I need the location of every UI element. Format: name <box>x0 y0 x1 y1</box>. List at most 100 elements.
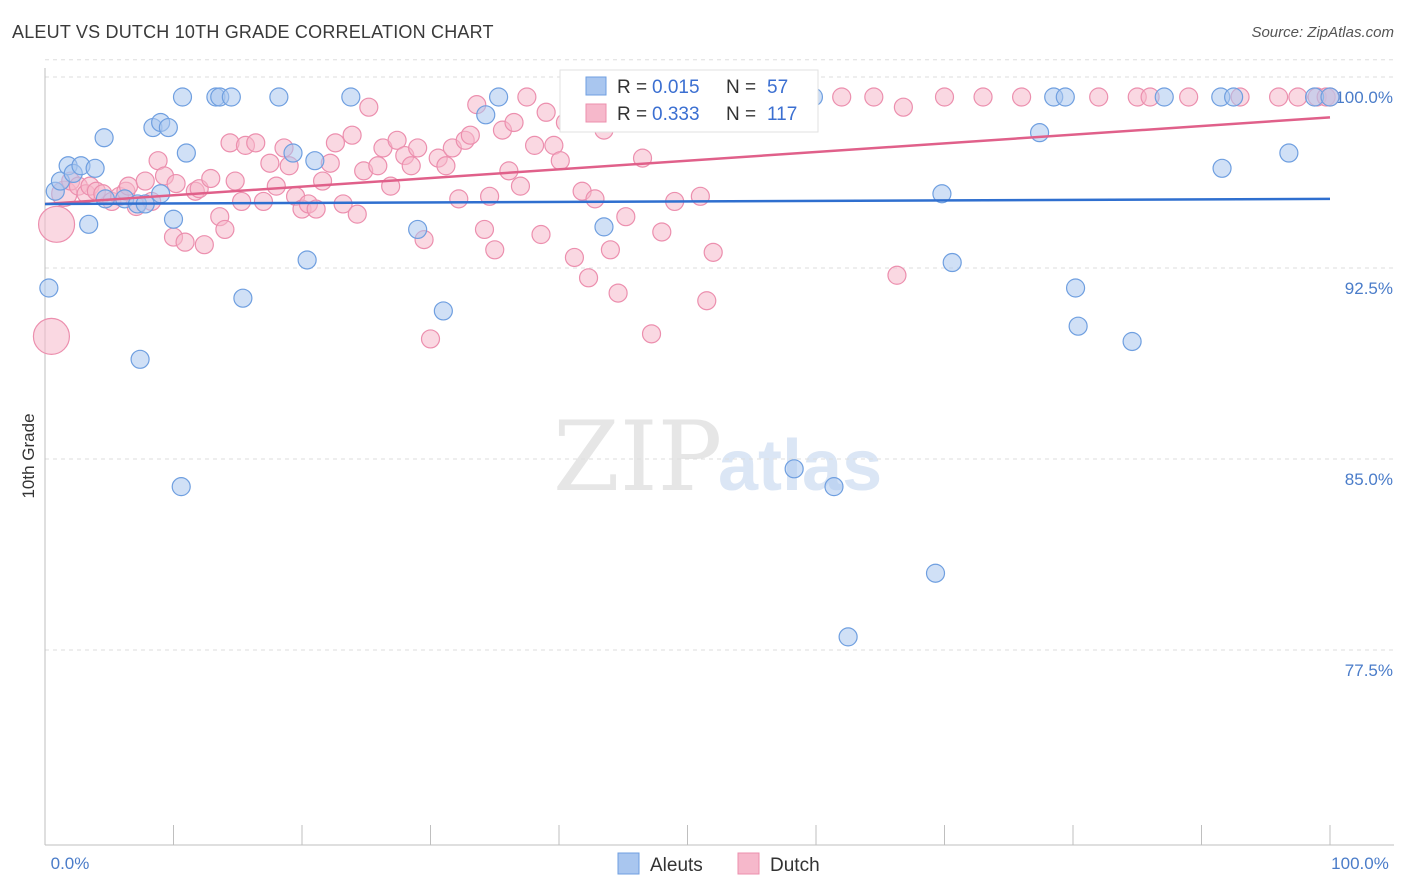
dutch-point <box>652 222 672 242</box>
dutch-point <box>485 240 505 260</box>
bottom-legend-label-aleuts: Aleuts <box>650 855 703 876</box>
legend-r-value-aleuts: 0.015 <box>652 77 700 98</box>
aleuts-point <box>85 158 105 178</box>
aleuts-point <box>283 143 303 163</box>
dutch-point <box>215 219 235 240</box>
aleuts-point <box>1320 87 1340 107</box>
aleuts-point <box>476 105 496 125</box>
dutch-point <box>246 133 266 153</box>
dutch-point <box>306 199 326 219</box>
dutch-point <box>449 189 469 209</box>
dutch-point <box>1288 87 1308 107</box>
dutch-point <box>37 205 76 243</box>
dutch-point <box>359 97 379 117</box>
dutch-point <box>608 283 628 303</box>
aleuts-point <box>433 301 453 321</box>
dutch-point <box>474 219 495 240</box>
aleuts-point <box>1029 123 1050 143</box>
aleuts-point <box>838 627 858 647</box>
dutch-point <box>536 102 556 122</box>
bottom-legend: Aleuts Dutch <box>617 852 820 876</box>
dutch-point <box>578 268 599 288</box>
dutch-point <box>887 265 907 285</box>
aleuts-point <box>305 151 325 171</box>
aleuts-point <box>1154 87 1174 107</box>
dutch-point <box>550 151 570 171</box>
dutch-point <box>347 204 367 224</box>
dutch-series <box>32 87 1340 355</box>
aleuts-point <box>824 477 844 497</box>
dutch-point <box>641 324 662 344</box>
aleuts-point <box>94 128 114 148</box>
dutch-point <box>531 224 551 245</box>
dutch-point <box>460 125 480 145</box>
dutch-point <box>616 207 636 227</box>
y-tick-label: 85.0% <box>1345 470 1393 489</box>
dutch-point <box>585 189 605 209</box>
dutch-point <box>1089 87 1109 107</box>
dutch-point <box>524 135 545 155</box>
aleuts-point <box>172 87 193 107</box>
y-tick-label: 77.5% <box>1345 661 1393 680</box>
dutch-point <box>973 87 993 107</box>
aleuts-point <box>176 143 196 163</box>
aleuts-point <box>221 87 241 107</box>
dutch-point <box>266 176 286 196</box>
x-tick-label-min: 0.0% <box>51 854 90 873</box>
dutch-point <box>480 186 500 206</box>
legend-n-value-aleuts: 57 <box>767 77 788 98</box>
dutch-point <box>325 133 346 153</box>
legend-swatch-aleuts <box>585 76 607 96</box>
dutch-point <box>832 87 852 107</box>
dutch-point <box>1179 87 1199 107</box>
aleuts-point <box>1122 331 1142 352</box>
aleuts-point <box>297 250 317 270</box>
bottom-legend-swatch-dutch <box>737 852 760 875</box>
grid-lines <box>45 59 1394 651</box>
dutch-point <box>232 191 252 212</box>
dutch-point <box>934 87 955 107</box>
legend-n-value-dutch: 117 <box>767 104 797 125</box>
trend-lines <box>44 116 1331 206</box>
dutch-point <box>260 153 280 173</box>
dutch-point <box>401 156 421 176</box>
legend-r-value-dutch: 0.333 <box>652 104 700 125</box>
bottom-legend-label-dutch: Dutch <box>770 855 820 876</box>
dutch-point <box>1268 87 1289 107</box>
chart-title: ALEUT VS DUTCH 10TH GRADE CORRELATION CH… <box>12 22 494 42</box>
dutch-point <box>436 156 456 176</box>
dutch-point <box>342 125 362 145</box>
dutch-point <box>510 176 531 196</box>
legend-r-label-aleuts: R = <box>617 77 647 98</box>
dutch-point <box>312 171 333 191</box>
dutch-point <box>499 161 519 181</box>
aleuts-trend-line <box>44 197 1331 206</box>
dutch-point <box>201 168 221 189</box>
aleuts-point <box>408 219 428 240</box>
aleuts-point <box>932 184 952 204</box>
aleuts-point <box>925 563 946 583</box>
bottom-legend-swatch-aleuts <box>617 852 640 875</box>
source-label: Source: ZipAtlas.com <box>1251 24 1394 41</box>
aleuts-point <box>784 459 804 479</box>
dutch-point <box>387 130 407 150</box>
aleuts-point <box>942 252 962 273</box>
aleuts-point <box>233 288 253 308</box>
axes <box>44 68 1394 846</box>
aleuts-point <box>1279 143 1299 163</box>
dutch-point <box>564 247 585 268</box>
dutch-point <box>504 112 524 133</box>
legend-n-label-aleuts: N = <box>726 77 756 98</box>
dutch-point <box>175 232 195 252</box>
aleuts-point <box>1212 158 1232 178</box>
aleuts-point <box>163 209 184 229</box>
aleuts-point <box>1224 87 1244 107</box>
aleuts-point <box>79 214 99 234</box>
dutch-point <box>135 171 155 191</box>
aleuts-point <box>130 349 150 369</box>
aleuts-point <box>1055 87 1075 107</box>
aleuts-point <box>269 87 289 107</box>
aleuts-point <box>158 117 178 138</box>
dutch-point <box>194 235 214 255</box>
